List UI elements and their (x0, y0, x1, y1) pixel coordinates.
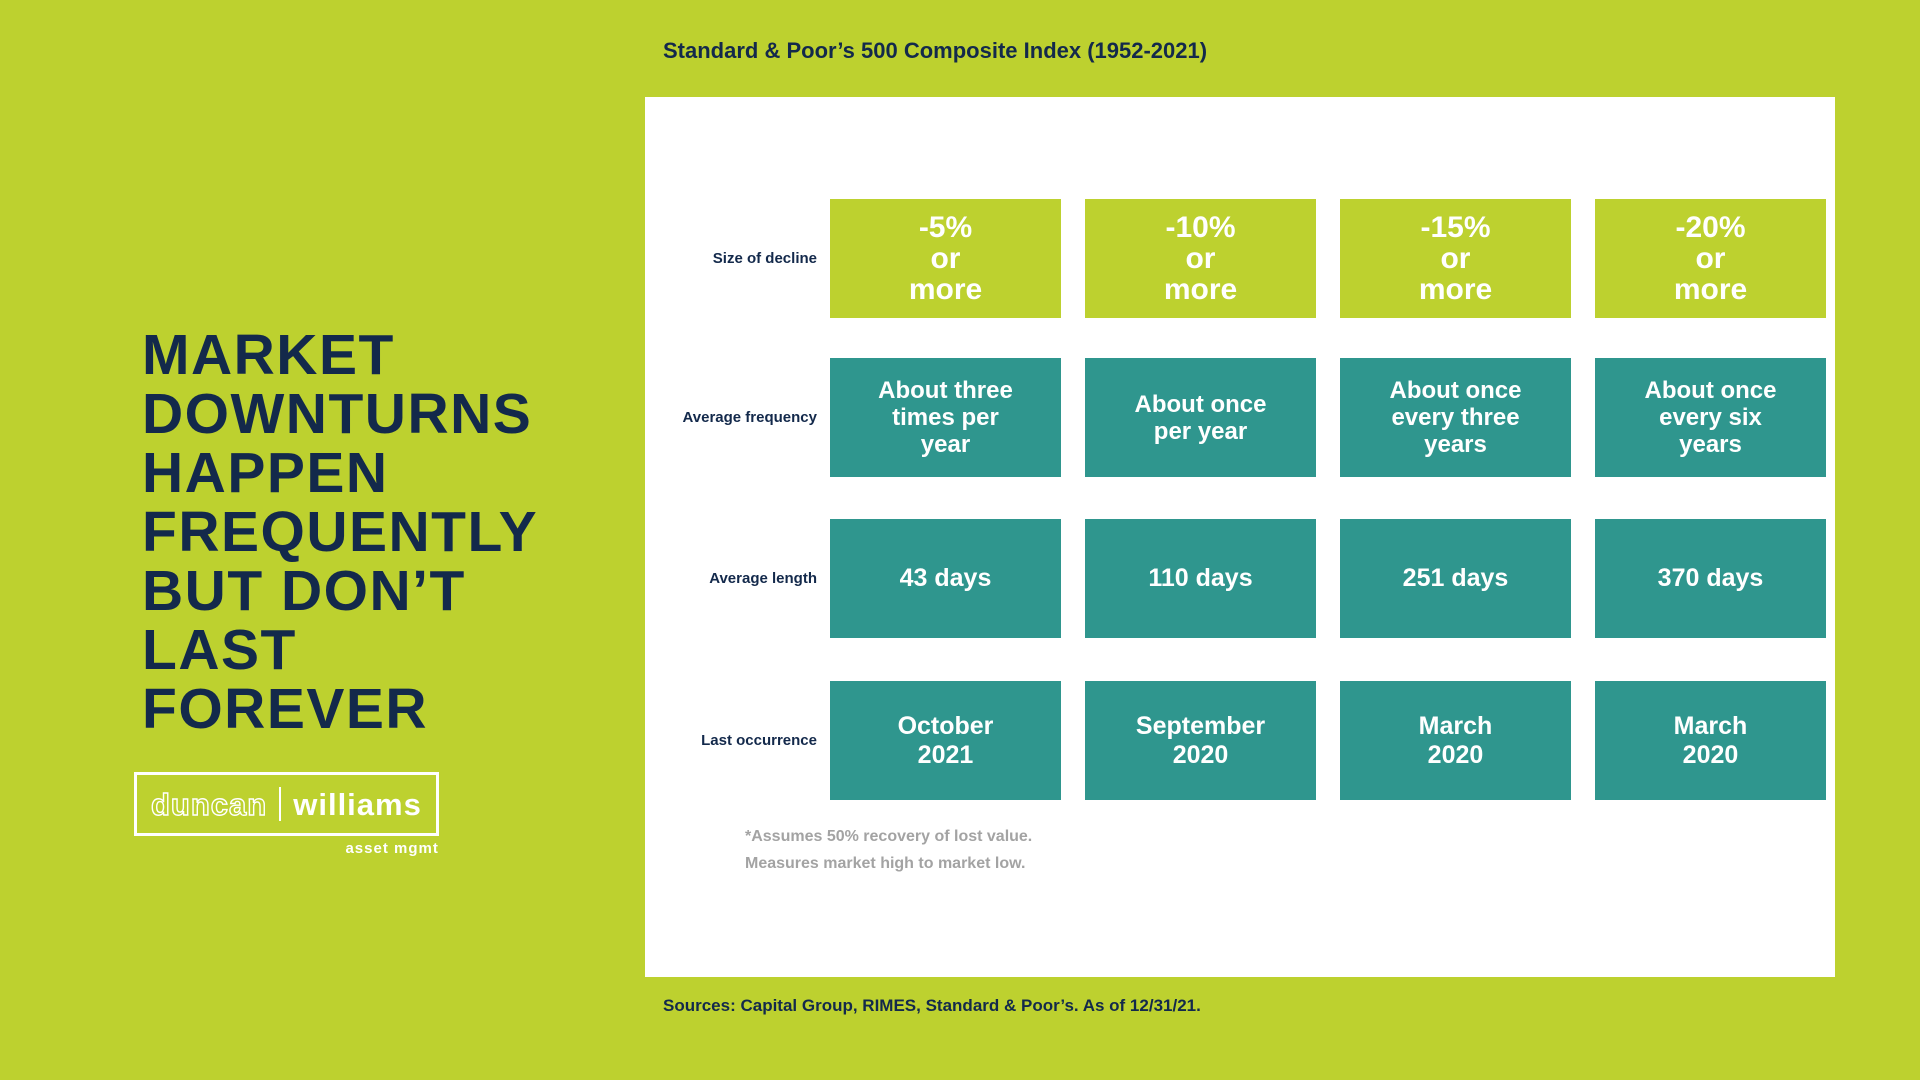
row-label: Last occurrence (701, 732, 817, 749)
table-row-average-frequency: Average frequency About three times per … (645, 358, 1835, 477)
logo-word-duncan: duncan (150, 786, 268, 822)
table-cell: October 2021 (830, 681, 1061, 800)
sources-line: Sources: Capital Group, RIMES, Standard … (663, 996, 1201, 1015)
row-label: Average frequency (682, 409, 817, 426)
logo-word-williams: williams (293, 786, 422, 822)
table-cell: About once every six years (1595, 358, 1826, 477)
table-row-size-of-decline: Size of decline -5% or more -10% or more… (645, 199, 1835, 318)
table-cell: September 2020 (1085, 681, 1316, 800)
table-cell: 110 days (1085, 519, 1316, 638)
logo-divider (279, 787, 282, 821)
table-cell: About once per year (1085, 358, 1316, 477)
row-cells: October 2021 September 2020 March 2020 M… (830, 681, 1826, 800)
chart-title: Standard & Poor’s 500 Composite Index (1… (663, 38, 1208, 63)
footnote-line: *Assumes 50% recovery of lost value. (745, 828, 1033, 845)
table-cell: -15% or more (1340, 199, 1571, 318)
table-row-average-length: Average length 43 days 110 days 251 days… (645, 519, 1835, 638)
footnotes: *Assumes 50% recovery of lost value. Mea… (745, 823, 1032, 877)
table-cell: -20% or more (1595, 199, 1826, 318)
row-cells: -5% or more -10% or more -15% or more -2… (830, 199, 1826, 318)
table-cell: -10% or more (1085, 199, 1316, 318)
table-cell: -5% or more (830, 199, 1061, 318)
table-cell: 370 days (1595, 519, 1826, 638)
row-label: Size of decline (712, 250, 817, 267)
row-cells: About three times per year About once pe… (830, 358, 1826, 477)
table-cell: About once every three years (1340, 358, 1571, 477)
footnote-line: Measures market high to market low. (745, 855, 1026, 872)
row-label: Average length (709, 570, 817, 587)
table-cell: 251 days (1340, 519, 1571, 638)
table-cell: March 2020 (1595, 681, 1826, 800)
table-cell: March 2020 (1340, 681, 1571, 800)
table-row-last-occurrence: Last occurrence October 2021 September 2… (645, 681, 1835, 800)
table-cell: 43 days (830, 519, 1061, 638)
table-cell: About three times per year (830, 358, 1061, 477)
logo-tagline: asset mgmt (345, 840, 439, 857)
logo-box: duncan williams (134, 772, 439, 836)
duncan-williams-logo: duncan williams asset mgmt (134, 772, 439, 857)
row-cells: 43 days 110 days 251 days 370 days (830, 519, 1826, 638)
headline: MARKET DOWNTURNS HAPPEN FREQUENTLY BUT D… (142, 323, 539, 741)
table-panel: Size of decline -5% or more -10% or more… (645, 97, 1835, 977)
